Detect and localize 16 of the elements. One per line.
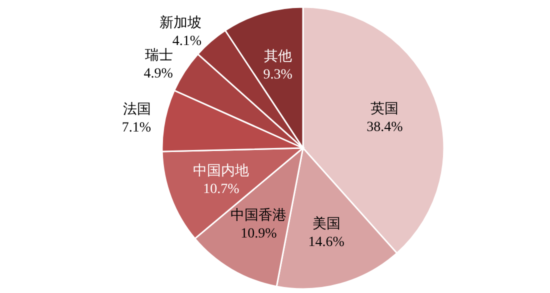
slice-label: 法国 — [123, 102, 152, 118]
data-label: 4.9% — [144, 66, 174, 82]
slice-label: 中国香港 — [230, 207, 287, 224]
data-label: 7.1% — [122, 120, 152, 136]
slice-label: 美国 — [312, 216, 340, 232]
data-label: 10.7% — [203, 182, 240, 197]
slice-label: 其他 — [264, 48, 292, 64]
data-label: 14.6% — [308, 235, 345, 250]
data-label: 10.9% — [240, 226, 278, 242]
slice-label: 新加坡 — [160, 14, 202, 31]
data-label: 38.4% — [366, 120, 404, 135]
slice-label: 瑞士 — [144, 48, 173, 64]
slice-label: 英国 — [370, 100, 399, 117]
data-label: 4.1% — [172, 34, 202, 49]
data-label: 9.3% — [263, 67, 293, 82]
slice-label: 中国内地 — [193, 162, 250, 179]
